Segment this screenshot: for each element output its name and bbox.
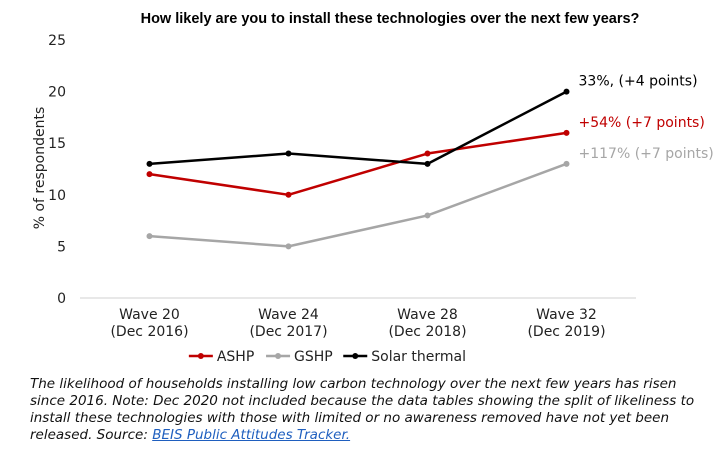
legend-item-ashp: ASHP: [188, 349, 254, 365]
series-line-gshp: [149, 162, 567, 248]
x-tick-label: Wave 32: [536, 307, 597, 323]
data-point-ashp: [424, 150, 431, 157]
chart-caption: The likelihood of households installing …: [30, 376, 710, 444]
data-point-solar-thermal: [563, 88, 570, 95]
x-tick-label: Wave 20: [119, 307, 180, 323]
annotation-ashp: +54% (+7 points): [579, 115, 705, 131]
data-point-solar-thermal: [424, 160, 431, 167]
data-point-gshp: [563, 160, 570, 167]
x-tick-label: (Dec 2019): [527, 324, 605, 340]
y-tick-label: 15: [48, 136, 66, 152]
x-tick-label: (Dec 2016): [110, 324, 188, 340]
data-point-gshp: [146, 233, 153, 240]
caption-text: The likelihood of households installing …: [30, 376, 695, 443]
data-point-gshp: [424, 212, 431, 219]
x-tick-label: Wave 24: [258, 307, 319, 323]
x-tick-label: (Dec 2018): [388, 324, 466, 340]
data-point-ashp: [146, 171, 153, 178]
legend-item-gshp: GSHP: [266, 349, 333, 365]
data-point-ashp: [285, 191, 292, 198]
series-line-solar-thermal: [149, 90, 568, 166]
data-point-ashp: [563, 129, 570, 136]
x-tick-label: (Dec 2017): [249, 324, 327, 340]
data-point-gshp: [285, 243, 292, 250]
annotation-solar-thermal: 33%, (+4 points): [579, 74, 698, 90]
legend-item-solar-thermal: Solar thermal: [343, 349, 466, 365]
source-link[interactable]: BEIS Public Attitudes Tracker.: [152, 427, 351, 443]
series-line-ashp: [149, 131, 567, 197]
legend-label: GSHP: [294, 349, 333, 365]
legend-marker: [197, 353, 204, 359]
legend-marker: [352, 353, 359, 359]
x-tick-label: Wave 28: [397, 307, 458, 323]
y-tick-label: 25: [48, 33, 66, 49]
chart-title: How likely are you to install these tech…: [141, 11, 640, 27]
y-tick-label: 20: [48, 85, 66, 101]
data-point-solar-thermal: [146, 160, 153, 167]
y-tick-label: 0: [57, 291, 66, 307]
annotation-gshp: +117% (+7 points): [579, 146, 714, 162]
legend-label: Solar thermal: [371, 349, 466, 365]
chart: How likely are you to install these tech…: [32, 11, 714, 365]
y-tick-label: 10: [48, 188, 66, 204]
y-axis-title: % of respondents: [32, 107, 48, 230]
legend-marker: [275, 353, 282, 359]
legend-label: ASHP: [217, 349, 254, 365]
data-point-solar-thermal: [285, 150, 292, 157]
y-tick-label: 5: [57, 239, 66, 255]
legend: ASHP GSHP Solar thermal: [188, 349, 466, 365]
